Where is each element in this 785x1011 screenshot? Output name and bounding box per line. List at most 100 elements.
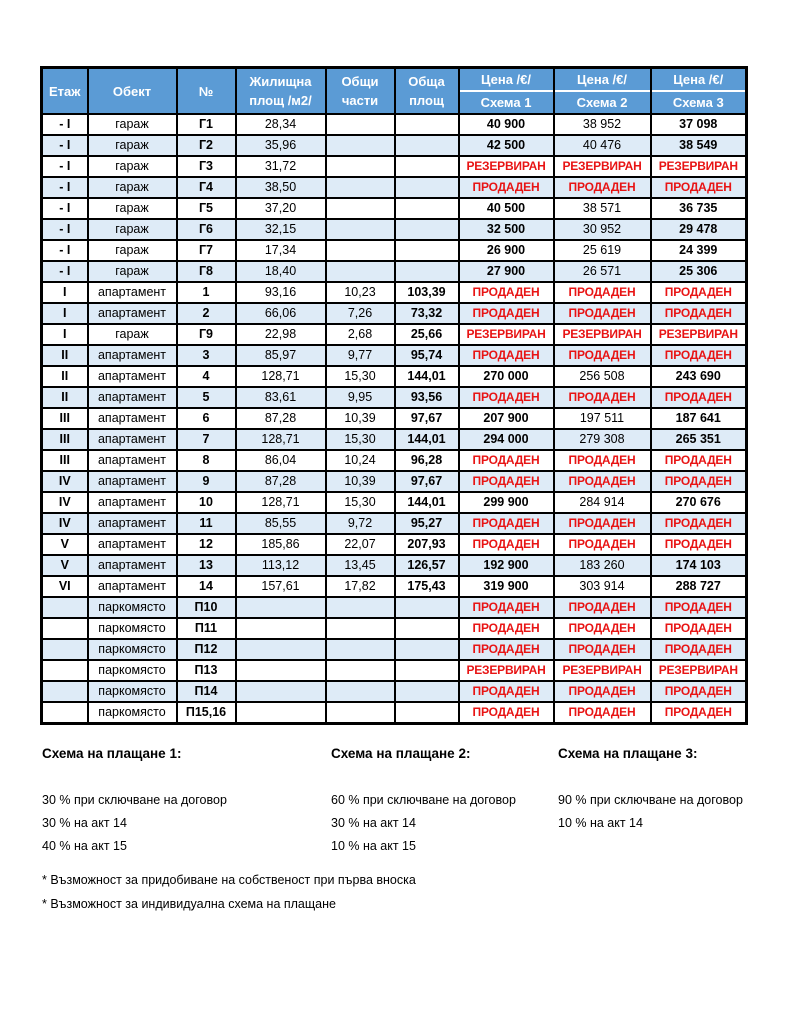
table-cell: 9 — [175, 470, 237, 493]
table-cell: 2,68 — [324, 323, 396, 346]
table-cell: 15,30 — [324, 428, 396, 451]
table-cell: гараж — [86, 134, 178, 157]
table-cell: паркомясто — [86, 638, 178, 661]
column-header: Цена /€/Схема 1 — [457, 66, 555, 115]
table-cell: - I — [40, 197, 89, 220]
table-cell: РЕЗЕРВИРАН — [649, 659, 748, 682]
table-row: II апартамент 3 85,97 9,77 95,74 ПРОДАДЕН ПРОДА… — [40, 344, 748, 367]
scheme-3-title: Схема на плащане 3: — [558, 746, 698, 761]
table-cell: П13 — [175, 659, 237, 682]
table-cell: паркомясто — [86, 701, 178, 725]
table-cell: II — [40, 386, 89, 409]
table-cell: 319 900 — [457, 575, 555, 598]
table-cell — [393, 134, 460, 157]
table-cell — [324, 680, 396, 703]
table-cell: РЕЗЕРВИРАН — [649, 323, 748, 346]
table-cell — [324, 218, 396, 241]
table-cell: ПРОДАДЕН — [457, 638, 555, 661]
table-cell: ПРОДАДЕН — [457, 386, 555, 409]
table-cell: ПРОДАДЕН — [552, 638, 652, 661]
scheme-line: 30 % на акт 14 — [331, 816, 416, 830]
scheme-line: 60 % при сключване на договор — [331, 793, 516, 807]
table-cell — [40, 596, 89, 619]
table-cell: 42 500 — [457, 134, 555, 157]
table-cell: 10,24 — [324, 449, 396, 472]
table-row: IV апартамент 9 87,28 10,39 97,67 ПРОДАДЕН ПРОД… — [40, 470, 748, 493]
table-cell — [324, 596, 396, 619]
table-cell — [40, 659, 89, 682]
table-cell: ПРОДАДЕН — [552, 701, 652, 725]
table-row: паркомясто П12 ПРОДАДЕН ПРОДАДЕН ПРОДАДЕН — [40, 638, 748, 661]
table-cell: I — [40, 302, 89, 325]
scheme-2-lines: 60 % при сключване на договор 30 % на ак… — [331, 789, 516, 858]
column-header: Етаж — [40, 66, 89, 115]
table-cell — [393, 701, 460, 725]
footnotes: * Възможност за придобиване на собствено… — [42, 868, 416, 916]
table-cell: ПРОДАДЕН — [552, 302, 652, 325]
table-cell — [324, 113, 396, 136]
table-cell — [393, 155, 460, 178]
table-cell: 207,93 — [393, 533, 460, 556]
table-cell: 40 500 — [457, 197, 555, 220]
table-cell: ПРОДАДЕН — [457, 176, 555, 199]
table-cell: 13,45 — [324, 554, 396, 577]
price-table-header: Етаж Обект № Жилищна площ /м2/Общи части Обща п… — [40, 66, 748, 115]
table-cell: апартамент — [86, 554, 178, 577]
table-cell — [40, 617, 89, 640]
table-cell: 26 571 — [552, 260, 652, 283]
table-cell: 9,77 — [324, 344, 396, 367]
table-cell: 14 — [175, 575, 237, 598]
table-cell: РЕЗЕРВИРАН — [457, 659, 555, 682]
table-cell: 32,15 — [234, 218, 327, 241]
table-cell — [393, 680, 460, 703]
scheme-line: 10 % на акт 14 — [558, 816, 643, 830]
table-cell: гараж — [86, 155, 178, 178]
table-cell: 303 914 — [552, 575, 652, 598]
table-cell: ПРОДАДЕН — [552, 386, 652, 409]
table-cell: ПРОДАДЕН — [649, 617, 748, 640]
table-cell: 299 900 — [457, 491, 555, 514]
table-cell: 17,82 — [324, 575, 396, 598]
table-cell: РЕЗЕРВИРАН — [552, 155, 652, 178]
table-cell: 174 103 — [649, 554, 748, 577]
table-cell: V — [40, 533, 89, 556]
table-cell: Г9 — [175, 323, 237, 346]
table-cell: Г7 — [175, 239, 237, 262]
column-header: Обект — [86, 66, 178, 115]
table-cell: ПРОДАДЕН — [649, 176, 748, 199]
table-cell: 10 — [175, 491, 237, 514]
table-cell — [324, 617, 396, 640]
table-cell: 87,28 — [234, 470, 327, 493]
column-header: Цена /€/Схема 3 — [649, 66, 748, 115]
table-cell: апартамент — [86, 491, 178, 514]
table-cell: 24 399 — [649, 239, 748, 262]
table-cell: 87,28 — [234, 407, 327, 430]
table-cell: ПРОДАДЕН — [649, 344, 748, 367]
table-cell: - I — [40, 218, 89, 241]
table-cell: - I — [40, 239, 89, 262]
table-cell: 83,61 — [234, 386, 327, 409]
table-row: II апартамент 5 83,61 9,95 93,56 ПРОДАДЕН ПРОДА… — [40, 386, 748, 409]
table-cell: гараж — [86, 239, 178, 262]
table-cell: 2 — [175, 302, 237, 325]
table-cell: 192 900 — [457, 554, 555, 577]
footnote: * Възможност за придобиване на собствено… — [42, 873, 416, 887]
table-cell: ПРОДАДЕН — [649, 680, 748, 703]
table-cell: 144,01 — [393, 491, 460, 514]
table-cell — [234, 701, 327, 725]
table-cell: Г1 — [175, 113, 237, 136]
table-cell: V — [40, 554, 89, 577]
table-cell: ПРОДАДЕН — [649, 638, 748, 661]
table-cell: I — [40, 323, 89, 346]
table-cell: 279 308 — [552, 428, 652, 451]
payment-scheme-1: Схема на плащане 1: 30 % при сключване н… — [42, 745, 227, 858]
table-cell — [234, 638, 327, 661]
